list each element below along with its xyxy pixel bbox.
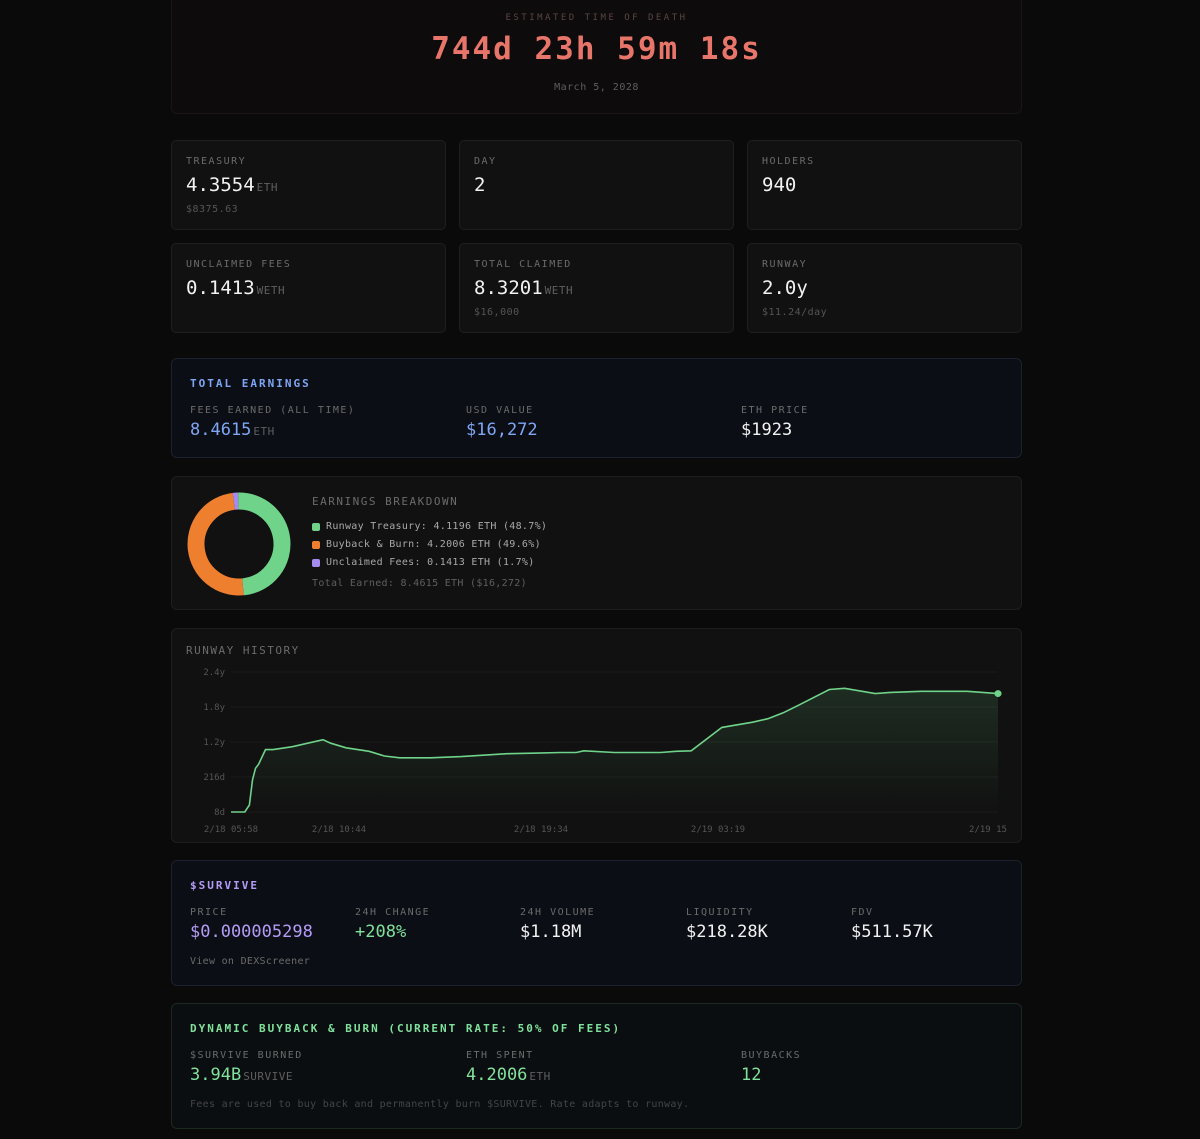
total-earnings-panel: TOTAL EARNINGS FEES EARNED (ALL TIME) 8.… bbox=[171, 358, 1022, 458]
y-tick-label: 1.8y bbox=[203, 703, 225, 713]
holders-value: 940 bbox=[762, 174, 797, 196]
fdv-label: FDV bbox=[851, 907, 874, 918]
legend-unclaimed-fees: Unclaimed Fees: 0.1413 ETH (1.7%) bbox=[312, 557, 547, 568]
eth-spent-unit: ETH bbox=[529, 1070, 551, 1083]
eth-spent-label: ETH SPENT bbox=[466, 1050, 534, 1061]
death-countdown: 744d 23h 59m 18s bbox=[431, 31, 762, 67]
runway-series-line bbox=[231, 687, 999, 813]
breakdown-total: Total Earned: 8.4615 ETH ($16,272) bbox=[312, 578, 527, 589]
runway-per-day: $11.24/day bbox=[762, 307, 828, 318]
eth-spent-value: 4.2006 bbox=[466, 1065, 528, 1085]
holders-card: HOLDERS 940 bbox=[747, 140, 1022, 230]
change-label: 24H CHANGE bbox=[355, 907, 431, 918]
buyback-title: DYNAMIC BUYBACK & BURN (CURRENT RATE: 50… bbox=[190, 1022, 622, 1035]
day-value: 2 bbox=[474, 174, 486, 196]
change-value: +208% bbox=[355, 922, 407, 942]
unclaimed-fees-card: UNCLAIMED FEES 0.1413 WETH bbox=[171, 243, 446, 333]
day-card: DAY 2 bbox=[459, 140, 734, 230]
x-tick-label: 2/19 15 bbox=[969, 825, 1007, 835]
breakdown-title: EARNINGS BREAKDOWN bbox=[312, 495, 459, 508]
buyback-burn-panel: DYNAMIC BUYBACK & BURN (CURRENT RATE: 50… bbox=[171, 1003, 1022, 1129]
runway-history-panel: RUNWAY HISTORY 2.4y 1.8y 1.2y 216d 8d 2/… bbox=[171, 628, 1022, 843]
legend-unclaimed-fees-label: Unclaimed Fees: 0.1413 ETH (1.7%) bbox=[326, 557, 535, 568]
x-tick-label: 2/19 03:19 bbox=[691, 825, 745, 835]
price-label: PRICE bbox=[190, 907, 228, 918]
y-tick-label: 8d bbox=[214, 808, 225, 818]
chart-x-axis: 2/18 05:58 2/18 10:44 2/18 19:34 2/19 03… bbox=[204, 825, 1007, 835]
treasury-card: TREASURY 4.3554 ETH $8375.63 bbox=[171, 140, 446, 230]
buyback-note: Fees are used to buy back and permanentl… bbox=[190, 1099, 690, 1110]
usd-value-label: USD VALUE bbox=[466, 405, 534, 416]
legend-runway-treasury-label: Runway Treasury: 4.1196 ETH (48.7%) bbox=[326, 521, 548, 532]
treasury-value: 4.3554 bbox=[186, 174, 255, 196]
earnings-breakdown-panel: EARNINGS BREAKDOWN Runway Treasury: 4.11… bbox=[171, 476, 1022, 610]
runway-area-fill bbox=[231, 688, 998, 812]
burned-unit: SURVIVE bbox=[243, 1070, 294, 1083]
runway-current-point bbox=[994, 690, 1002, 698]
fees-earned-value: 8.4615 bbox=[190, 420, 252, 440]
runway-label: RUNWAY bbox=[762, 259, 808, 270]
holders-label: HOLDERS bbox=[762, 156, 815, 167]
legend-buyback-burn: Buyback & Burn: 4.2006 ETH (49.6%) bbox=[312, 539, 547, 550]
total-claimed-value: 8.3201 bbox=[474, 277, 543, 299]
survive-token-panel: $SURVIVE PRICE $0.000005298 24H CHANGE +… bbox=[171, 860, 1022, 986]
runway-history-title: RUNWAY HISTORY bbox=[186, 644, 300, 657]
burned-value: 3.94B bbox=[190, 1065, 242, 1085]
legend-swatch-orange bbox=[312, 540, 320, 549]
runway-card: RUNWAY 2.0y $11.24/day bbox=[747, 243, 1022, 333]
treasury-label: TREASURY bbox=[186, 156, 247, 167]
legend-runway-treasury: Runway Treasury: 4.1196 ETH (48.7%) bbox=[312, 521, 547, 532]
treasury-unit: ETH bbox=[256, 181, 279, 194]
treasury-usd: $8375.63 bbox=[186, 204, 239, 215]
unclaimed-label: UNCLAIMED FEES bbox=[186, 259, 292, 270]
liquidity-label: LIQUIDITY bbox=[686, 907, 754, 918]
dexscreener-link[interactable]: View on DEXScreener bbox=[190, 956, 311, 967]
earnings-donut-chart bbox=[187, 492, 291, 596]
y-tick-label: 1.2y bbox=[203, 738, 225, 748]
eth-price-label: ETH PRICE bbox=[741, 405, 809, 416]
burned-label: $SURVIVE BURNED bbox=[190, 1050, 303, 1061]
legend-buyback-burn-label: Buyback & Burn: 4.2006 ETH (49.6%) bbox=[326, 539, 541, 550]
total-earnings-title: TOTAL EARNINGS bbox=[190, 377, 311, 390]
liquidity-value: $218.28K bbox=[686, 922, 768, 942]
death-date: March 5, 2028 bbox=[554, 82, 639, 93]
buybacks-value: 12 bbox=[741, 1065, 762, 1085]
x-tick-label: 2/18 10:44 bbox=[312, 825, 366, 835]
usd-value: $16,272 bbox=[466, 420, 538, 440]
buybacks-label: BUYBACKS bbox=[741, 1050, 802, 1061]
unclaimed-value: 0.1413 bbox=[186, 277, 255, 299]
day-label: DAY bbox=[474, 156, 497, 167]
runway-value: 2.0y bbox=[762, 277, 808, 299]
donut-slice bbox=[187, 492, 291, 596]
price-value: $0.000005298 bbox=[190, 922, 313, 942]
eth-price-value: $1923 bbox=[741, 420, 793, 440]
donut-slice bbox=[187, 492, 291, 596]
total-claimed-card: TOTAL CLAIMED 8.3201 WETH $16,000 bbox=[459, 243, 734, 333]
y-tick-label: 216d bbox=[203, 773, 225, 783]
runway-history-chart: 2.4y 1.8y 1.2y 216d 8d 2/18 05:58 2/18 1… bbox=[203, 668, 1007, 835]
chart-y-axis: 2.4y 1.8y 1.2y 216d 8d bbox=[203, 668, 225, 818]
total-claimed-label: TOTAL CLAIMED bbox=[474, 259, 572, 270]
fees-earned-unit: ETH bbox=[253, 425, 275, 438]
fdv-value: $511.57K bbox=[851, 922, 933, 942]
volume-label: 24H VOLUME bbox=[520, 907, 596, 918]
volume-value: $1.18M bbox=[520, 922, 582, 942]
legend-swatch-purple bbox=[312, 558, 320, 567]
death-label: ESTIMATED TIME OF DEATH bbox=[505, 13, 688, 23]
fees-earned-label: FEES EARNED (ALL TIME) bbox=[190, 405, 356, 416]
x-tick-label: 2/18 19:34 bbox=[514, 825, 568, 835]
x-tick-label: 2/18 05:58 bbox=[204, 825, 258, 835]
y-tick-label: 2.4y bbox=[203, 668, 225, 678]
total-claimed-unit: WETH bbox=[544, 284, 574, 297]
survive-title: $SURVIVE bbox=[190, 879, 259, 892]
death-timer-panel: ESTIMATED TIME OF DEATH 744d 23h 59m 18s… bbox=[171, 0, 1022, 114]
legend-swatch-green bbox=[312, 522, 320, 531]
unclaimed-unit: WETH bbox=[256, 284, 286, 297]
total-claimed-usd: $16,000 bbox=[474, 307, 520, 318]
